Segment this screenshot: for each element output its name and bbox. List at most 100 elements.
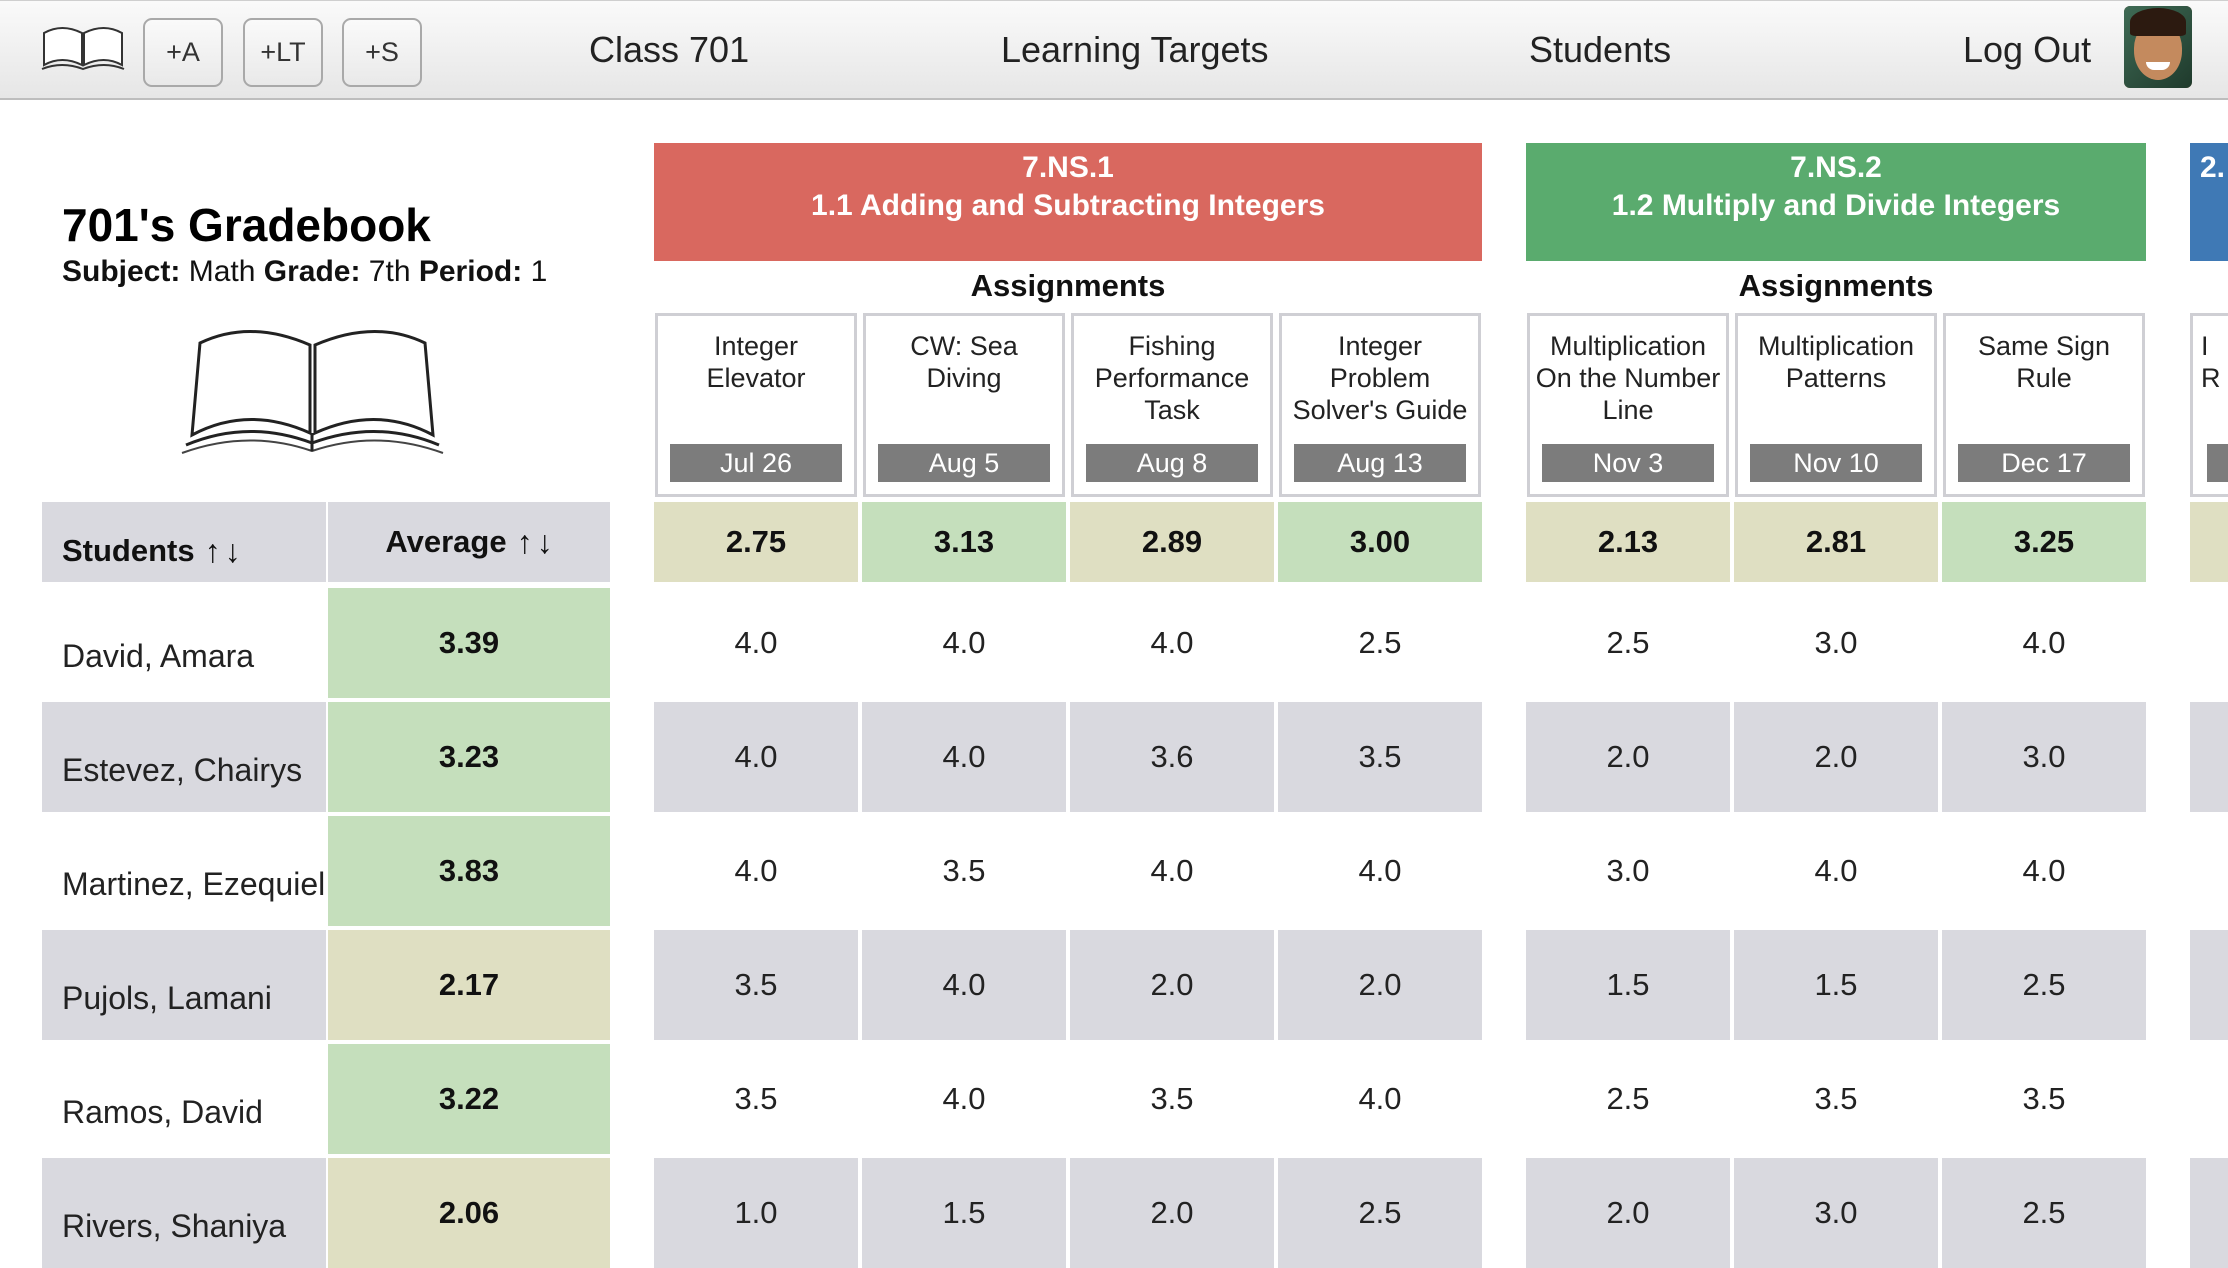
- score-cell[interactable]: 3.0: [1814, 625, 1858, 660]
- assignment-average: 2.13: [1526, 502, 1730, 582]
- student-name[interactable]: Ramos, David: [62, 1094, 263, 1130]
- learning-target-title: 1.2 Multiply and Divide Integers: [1611, 189, 2061, 222]
- score-cell[interactable]: 3.5: [1278, 702, 1482, 812]
- score-cell[interactable]: 2.5: [1606, 625, 1650, 660]
- score-cell[interactable]: 4.0: [1358, 853, 1402, 888]
- students-column-header[interactable]: Students ↑ ↓: [42, 502, 326, 582]
- add-student-button[interactable]: +S: [342, 18, 422, 87]
- score-cell[interactable]: 4.0: [2022, 853, 2066, 888]
- add-learning-target-button[interactable]: +LT: [243, 18, 323, 87]
- student-average: 3.83: [328, 816, 610, 926]
- assignment-name: Same Sign Rule: [1977, 331, 2111, 393]
- score-cell[interactable]: 1.5: [862, 1158, 1066, 1268]
- learning-target-header[interactable]: 7.NS.1 1.1 Adding and Subtracting Intege…: [654, 143, 1482, 261]
- avatar[interactable]: [2124, 6, 2192, 88]
- assignment-card[interactable]: Multiplication On the Number Line Nov 3: [1527, 313, 1729, 497]
- assignments-label: Assignments: [970, 268, 1166, 303]
- student-name[interactable]: Pujols, Lamani: [42, 930, 326, 1040]
- assignment-date: [2207, 444, 2228, 482]
- score-cell[interactable]: 4.0: [942, 1081, 986, 1116]
- score-cell-partial: [2190, 588, 2228, 698]
- student-name[interactable]: Estevez, Chairys: [42, 702, 326, 812]
- score-cell[interactable]: 3.0: [1734, 1158, 1938, 1268]
- score-cell-partial: [2190, 1044, 2228, 1154]
- nav-class-link[interactable]: Class 701: [589, 29, 750, 70]
- score-cell[interactable]: 3.5: [2022, 1081, 2066, 1116]
- score-cell[interactable]: 2.0: [1526, 1158, 1730, 1268]
- assignment-name: Multiplication On the Number Line: [1535, 331, 1721, 425]
- sort-down-icon[interactable]: ↓: [224, 532, 241, 569]
- assignment-card[interactable]: Integer Elevator Jul 26: [655, 313, 857, 497]
- assignment-average: 3.00: [1278, 502, 1482, 582]
- score-cell[interactable]: 2.0: [1526, 702, 1730, 812]
- score-cell[interactable]: 3.5: [1814, 1081, 1858, 1116]
- score-cell[interactable]: 2.5: [1358, 625, 1402, 660]
- score-cell[interactable]: 1.5: [1734, 930, 1938, 1040]
- gradebook-book-icon: [181, 330, 444, 454]
- assignment-average: [2190, 502, 2228, 582]
- score-cell[interactable]: 2.0: [1734, 702, 1938, 812]
- score-cell[interactable]: 4.0: [2022, 625, 2066, 660]
- score-cell[interactable]: 2.0: [1070, 930, 1274, 1040]
- period-label: Period:: [418, 255, 523, 288]
- student-name[interactable]: Martinez, Ezequiel: [62, 866, 326, 902]
- assignment-name: Fishing Performance Task: [1094, 331, 1250, 425]
- assignment-card[interactable]: Multiplication Patterns Nov 10: [1735, 313, 1937, 497]
- learning-target-header[interactable]: 7.NS.2 1.2 Multiply and Divide Integers: [1526, 143, 2146, 261]
- score-cell[interactable]: 2.5: [1606, 1081, 1650, 1116]
- sort-up-icon[interactable]: ↑: [516, 523, 533, 560]
- assignment-name: Integer Elevator: [706, 331, 806, 393]
- score-cell[interactable]: 2.5: [1942, 930, 2146, 1040]
- sort-down-icon[interactable]: ↓: [536, 523, 553, 560]
- score-cell[interactable]: 3.6: [1070, 702, 1274, 812]
- student-name[interactable]: Rivers, Shaniya: [42, 1158, 326, 1268]
- score-cell[interactable]: 2.0: [1278, 930, 1482, 1040]
- book-icon[interactable]: [40, 25, 126, 73]
- score-cell[interactable]: 4.0: [734, 625, 778, 660]
- score-cell[interactable]: 1.5: [1526, 930, 1730, 1040]
- score-cell[interactable]: 2.5: [1942, 1158, 2146, 1268]
- assignment-card[interactable]: I R: [2190, 313, 2228, 497]
- score-cell[interactable]: 4.0: [1150, 853, 1194, 888]
- nav-learning-targets-link[interactable]: Learning Targets: [1001, 29, 1269, 70]
- score-cell[interactable]: 4.0: [654, 702, 858, 812]
- student-average: 3.39: [328, 588, 610, 698]
- assignment-date: Nov 10: [1750, 444, 1922, 482]
- score-cell[interactable]: 4.0: [734, 853, 778, 888]
- top-nav-bar: +A +LT +S Class 701 Learning Targets Stu…: [0, 0, 2228, 100]
- score-cell[interactable]: 4.0: [1814, 853, 1858, 888]
- score-cell[interactable]: 4.0: [862, 930, 1066, 1040]
- score-cell[interactable]: 3.5: [654, 930, 858, 1040]
- assignment-card[interactable]: Fishing Performance Task Aug 8: [1071, 313, 1273, 497]
- student-name[interactable]: David, Amara: [62, 638, 255, 674]
- assignment-card[interactable]: CW: Sea Diving Aug 5: [863, 313, 1065, 497]
- student-average: 3.23: [328, 702, 610, 812]
- score-cell[interactable]: 3.0: [1606, 853, 1650, 888]
- score-cell[interactable]: 1.0: [654, 1158, 858, 1268]
- sort-up-icon[interactable]: ↑: [204, 532, 221, 569]
- score-cell[interactable]: 4.0: [862, 702, 1066, 812]
- learning-target-header[interactable]: 2.: [2190, 143, 2228, 261]
- nav-students-link[interactable]: Students: [1529, 29, 1672, 70]
- log-out-link[interactable]: Log Out: [1963, 29, 2092, 70]
- score-cell[interactable]: 4.0: [1358, 1081, 1402, 1116]
- score-cell[interactable]: 2.0: [1070, 1158, 1274, 1268]
- assignment-card[interactable]: Same Sign Rule Dec 17: [1943, 313, 2145, 497]
- assignment-name: CW: Sea Diving: [910, 331, 1018, 393]
- score-cell[interactable]: 3.5: [1150, 1081, 1194, 1116]
- assignment-date: Nov 3: [1542, 444, 1714, 482]
- score-cell[interactable]: 4.0: [1150, 625, 1194, 660]
- score-cell[interactable]: 2.5: [1278, 1158, 1482, 1268]
- assignment-date: Aug 8: [1086, 444, 1258, 482]
- assignment-average: 2.75: [654, 502, 858, 582]
- add-assignment-button[interactable]: +A: [143, 18, 223, 87]
- learning-target-title: 1.1 Adding and Subtracting Integers: [811, 189, 1325, 222]
- period-value: 1: [530, 255, 548, 288]
- assignment-card[interactable]: Integer Problem Solver's Guide Aug 13: [1279, 313, 1481, 497]
- score-cell[interactable]: 3.5: [942, 853, 986, 888]
- score-cell-partial: [2190, 1158, 2228, 1268]
- average-column-header[interactable]: Average ↑ ↓: [328, 502, 610, 582]
- score-cell[interactable]: 4.0: [942, 625, 986, 660]
- score-cell[interactable]: 3.5: [734, 1081, 778, 1116]
- score-cell[interactable]: 3.0: [1942, 702, 2146, 812]
